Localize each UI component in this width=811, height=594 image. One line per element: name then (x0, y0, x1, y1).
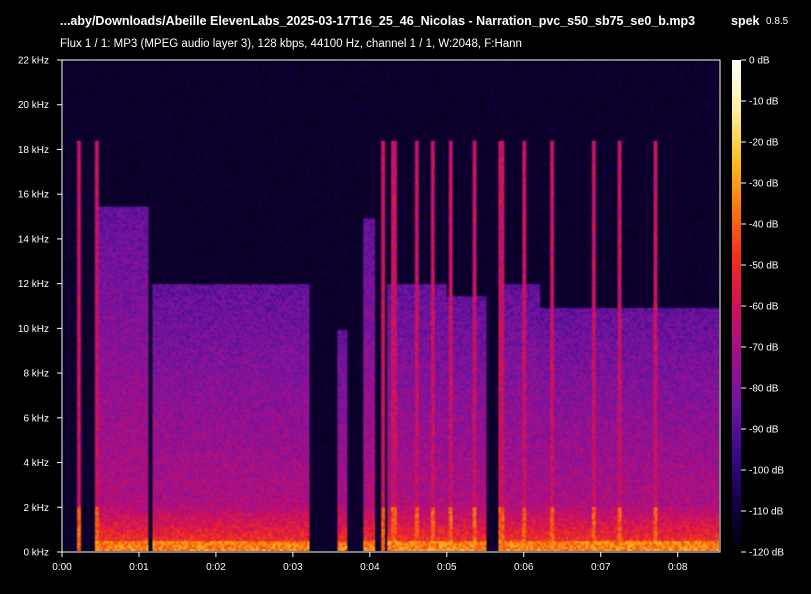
y-tick-label: 22 kHz (18, 56, 49, 67)
x-tick-label: 0:04 (360, 562, 380, 573)
colorbar-tick-label: -90 dB (749, 425, 779, 436)
colorbar-tick-label: -70 dB (749, 343, 779, 354)
y-tick-label: 0 kHz (23, 548, 49, 559)
y-tick-label: 4 kHz (23, 458, 49, 469)
colorbar-tick-label: -60 dB (749, 302, 779, 313)
y-tick-label: 14 kHz (18, 234, 49, 245)
x-tick-label: 0:03 (283, 562, 303, 573)
y-axis: 0 kHz 2 kHz 4 kHz 6 kHz 8 kHz 10 kHz 12 kHz 14 … (18, 56, 62, 559)
colorbar-tick-label: -40 dB (749, 220, 779, 231)
y-tick-label: 2 kHz (23, 503, 49, 514)
x-tick-label: 0:07 (591, 562, 611, 573)
colorbar-tick-label: -80 dB (749, 384, 779, 395)
colorbar (732, 60, 741, 552)
colorbar-tick-label: -10 dB (749, 97, 779, 108)
y-tick-label: 8 kHz (23, 369, 49, 380)
x-tick-label: 0:02 (206, 562, 226, 573)
spectrogram-heatmap (63, 61, 719, 551)
y-tick-label: 6 kHz (23, 413, 49, 424)
colorbar-tick-label: -20 dB (749, 138, 779, 149)
colorbar-tick-label: 0 dB (749, 56, 770, 67)
colorbar-tick-label: -100 dB (749, 466, 784, 477)
x-tick-label: 0:01 (129, 562, 149, 573)
x-tick-label: 0:08 (668, 562, 688, 573)
y-tick-label: 20 kHz (18, 100, 49, 111)
colorbar-tick-label: -120 dB (749, 548, 784, 559)
app-version: 0.8.5 (766, 16, 789, 27)
y-tick-label: 16 kHz (18, 190, 49, 201)
stream-info: Flux 1 / 1: MP3 (MPEG audio layer 3), 12… (60, 38, 522, 50)
y-tick-label: 18 kHz (18, 145, 49, 156)
colorbar-tick-label: -30 dB (749, 179, 779, 190)
colorbar-tick-label: -110 dB (749, 507, 784, 518)
x-tick-label: 0:00 (52, 562, 72, 573)
y-tick-label: 12 kHz (18, 279, 49, 290)
y-tick-label: 10 kHz (18, 324, 49, 335)
colorbar-tick-label: -50 dB (749, 261, 779, 272)
x-tick-label: 0:06 (514, 562, 534, 573)
app-name: spek (731, 14, 760, 28)
x-axis: 0:00 0:01 0:02 0:03 0:04 0:05 0:06 0:07 0:08 (52, 552, 688, 573)
file-title: ...aby/Downloads/Abeille ElevenLabs_2025… (60, 14, 696, 28)
colorbar-axis: 0 dB -10 dB -20 dB -30 dB -40 dB -50 dB -60 dB… (741, 56, 784, 559)
plot-frame (61, 59, 721, 553)
x-tick-label: 0:05 (437, 562, 457, 573)
